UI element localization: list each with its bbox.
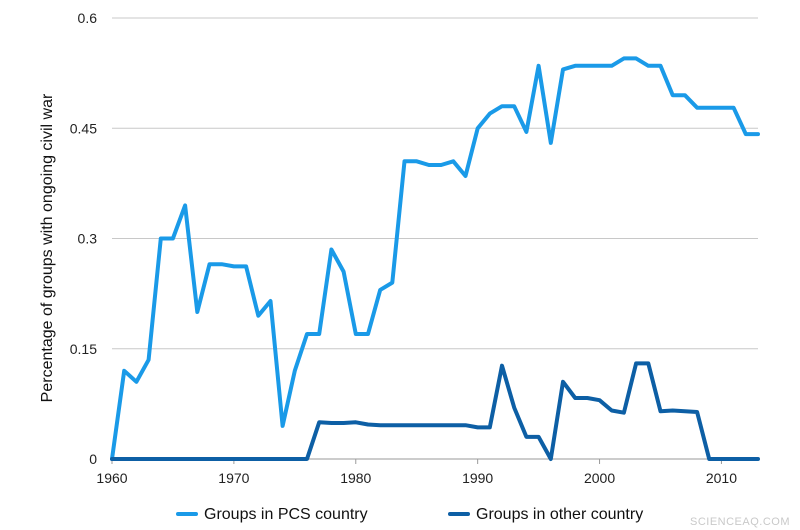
legend-label: Groups in other country	[476, 506, 643, 523]
y-axis-title: Percentage of groups with ongoing civil …	[39, 93, 56, 402]
watermark: SCIENCEAQ.COM	[690, 516, 790, 528]
y-tick-label: 0.3	[78, 231, 98, 247]
x-axis: 1960 1970 1980 1990 2000 2010	[96, 459, 737, 486]
legend: Groups in PCS country Groups in other cou…	[176, 506, 643, 523]
series-lines	[110, 56, 760, 461]
legend-label: Groups in PCS country	[204, 506, 368, 523]
x-tick-label: 2000	[584, 470, 615, 486]
series-line-other-country	[110, 361, 760, 461]
y-axis: 0 0.15 0.3 0.45 0.6	[70, 10, 97, 467]
y-tick-label: 0.45	[70, 120, 97, 136]
y-tick-label: 0.6	[78, 10, 98, 26]
x-tick-label: 1960	[96, 470, 127, 486]
x-tick-label: 1980	[340, 470, 371, 486]
y-tick-label: 0.15	[70, 341, 97, 357]
x-tick-label: 1990	[462, 470, 493, 486]
gridlines	[112, 17, 758, 460]
y-tick-label: 0	[89, 451, 97, 467]
x-tick-label: 2010	[706, 470, 737, 486]
x-tick-label: 1970	[218, 470, 249, 486]
series-line-pcs-country	[110, 56, 760, 461]
